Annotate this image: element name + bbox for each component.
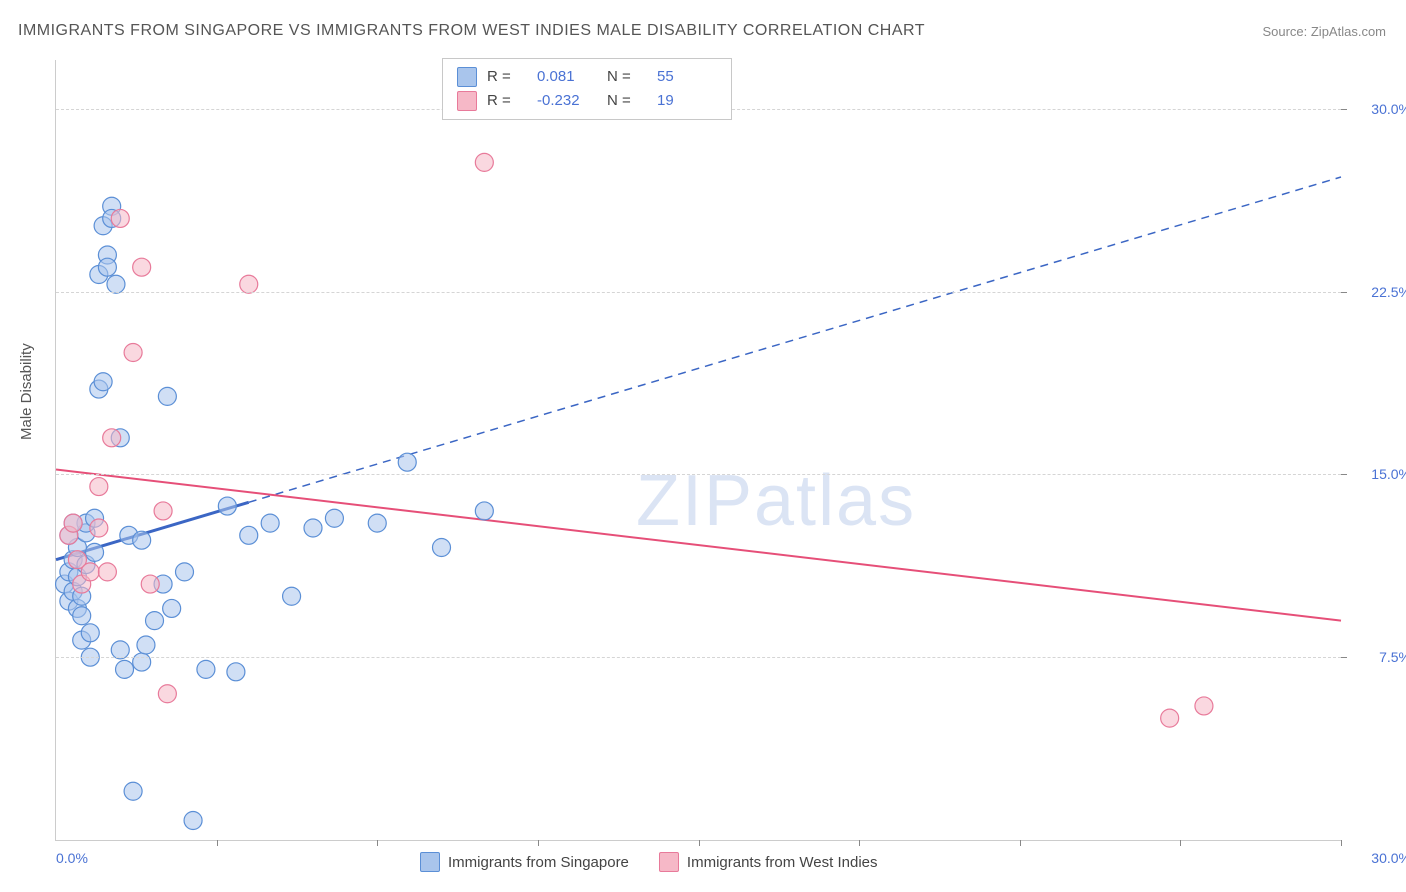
legend-label: Immigrants from Singapore — [448, 854, 629, 871]
swatch-icon — [659, 852, 679, 872]
y-tick-label: 15.0% — [1371, 466, 1406, 482]
n-value: 55 — [657, 65, 717, 89]
y-axis-label: Male Disability — [18, 343, 35, 440]
n-label: N = — [607, 89, 647, 113]
y-tick-label: 7.5% — [1379, 649, 1406, 665]
y-tick-label: 30.0% — [1371, 101, 1406, 117]
r-label: R = — [487, 65, 527, 89]
plot-area: ZIPatlas 0.0% 30.0% 7.5%15.0%22.5%30.0% — [55, 60, 1341, 841]
chart-container: IMMIGRANTS FROM SINGAPORE VS IMMIGRANTS … — [0, 0, 1406, 892]
swatch-icon — [420, 852, 440, 872]
legend-item: Immigrants from Singapore — [420, 852, 629, 872]
r-value: -0.232 — [537, 89, 597, 113]
scatter-svg — [56, 60, 1341, 840]
x-axis-max-label: 30.0% — [1371, 850, 1406, 866]
n-label: N = — [607, 65, 647, 89]
legend-series: Immigrants from Singapore Immigrants fro… — [420, 852, 878, 872]
swatch-icon — [457, 91, 477, 111]
legend-stats-row: R = 0.081 N = 55 — [457, 65, 717, 89]
n-value: 19 — [657, 89, 717, 113]
x-axis-min-label: 0.0% — [56, 850, 88, 866]
source-label: Source: ZipAtlas.com — [1262, 24, 1386, 39]
r-value: 0.081 — [537, 65, 597, 89]
legend-item: Immigrants from West Indies — [659, 852, 878, 872]
chart-title: IMMIGRANTS FROM SINGAPORE VS IMMIGRANTS … — [18, 22, 925, 40]
swatch-icon — [457, 67, 477, 87]
legend-label: Immigrants from West Indies — [687, 854, 878, 871]
legend-stats: R = 0.081 N = 55 R = -0.232 N = 19 — [442, 58, 732, 120]
legend-stats-row: R = -0.232 N = 19 — [457, 89, 717, 113]
r-label: R = — [487, 89, 527, 113]
y-tick-label: 22.5% — [1371, 284, 1406, 300]
